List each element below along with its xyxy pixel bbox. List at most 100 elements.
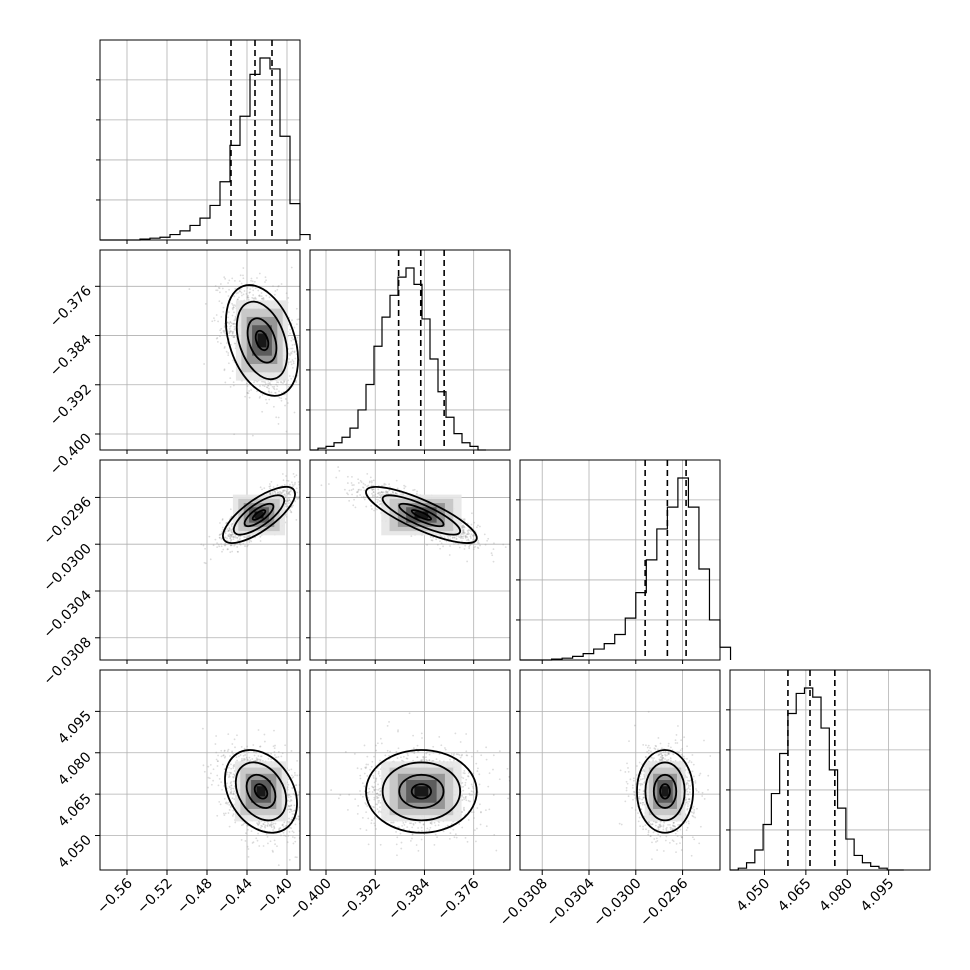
scatter-point [290, 351, 293, 354]
scatter-point [387, 490, 389, 493]
scatter-point [362, 482, 365, 485]
scatter-point [259, 535, 262, 538]
scatter-point [486, 539, 489, 542]
scatter-point [275, 756, 278, 759]
scatter-point [257, 755, 260, 757]
scatter-point [462, 537, 464, 540]
scatter-point [288, 858, 291, 861]
scatter-point [440, 535, 443, 538]
scatter-point [232, 536, 234, 539]
scatter-point [388, 489, 391, 492]
scatter-point [468, 545, 471, 548]
scatter-point [258, 845, 261, 847]
panel-frame [309, 249, 511, 451]
scatter-point [229, 551, 232, 554]
scatter-point [222, 812, 225, 815]
scatter-point [375, 498, 377, 501]
scatter-point [230, 539, 233, 542]
scatter-point [230, 531, 233, 533]
scatter-point [290, 750, 293, 752]
scatter-point [290, 266, 293, 269]
scatter-point [282, 489, 284, 492]
scatter-point [230, 534, 233, 537]
scatter-point [282, 490, 285, 493]
scatter-point [274, 490, 276, 493]
scatter-point [472, 534, 475, 537]
scatter-point [236, 536, 239, 539]
scatter-point [461, 527, 464, 530]
scatter-point [239, 537, 241, 540]
scatter-point [468, 544, 471, 547]
scatter-point [432, 536, 435, 539]
scatter-point [257, 289, 260, 292]
contour-line [243, 502, 275, 528]
scatter-point [277, 423, 280, 425]
scatter-point [233, 738, 236, 741]
scatter-point [319, 359, 321, 361]
scatter-point [240, 288, 242, 290]
scatter-point [258, 294, 260, 297]
scatter-point [226, 342, 228, 344]
scatter-point [301, 375, 303, 377]
scatter-point [244, 840, 247, 842]
scatter-point [378, 491, 380, 494]
scatter-point [335, 476, 338, 479]
scatter-point [253, 280, 256, 283]
scatter-point [230, 781, 233, 783]
scatter-point [263, 740, 266, 743]
scatter-point [269, 492, 272, 495]
scatter-point [352, 504, 355, 507]
scatter-point [232, 780, 235, 783]
scatter-point [228, 825, 231, 828]
scatter-point [384, 483, 387, 486]
scatter-point [236, 536, 238, 539]
scatter-point [280, 397, 283, 400]
scatter-point [293, 351, 296, 354]
scatter-point [474, 545, 477, 548]
scatter-point [266, 386, 269, 389]
scatter-point [216, 336, 219, 339]
scatter-point [228, 526, 231, 529]
scatter-point [266, 402, 268, 405]
scatter-point [291, 483, 294, 486]
scatter-point [217, 320, 219, 323]
scatter-point [229, 535, 232, 538]
scatter-point [246, 824, 249, 827]
scatter-point [209, 558, 212, 561]
scatter-point [224, 812, 227, 815]
scatter-point [290, 352, 293, 355]
panel-frame [519, 459, 721, 661]
scatter-point [214, 285, 217, 287]
scatter-point [294, 823, 297, 826]
scatter-point [224, 755, 227, 758]
scatter-point [245, 832, 247, 835]
scatter-point [242, 293, 245, 296]
scatter-point [262, 298, 265, 301]
scatter-point [435, 538, 438, 541]
scatter-point [272, 387, 275, 390]
scatter-point [236, 550, 239, 553]
scatter-point [346, 492, 348, 495]
scatter-point [293, 350, 296, 353]
scatter-point [227, 311, 230, 313]
scatter-point [243, 535, 245, 538]
scatter-point [279, 493, 282, 495]
scatter-point [232, 773, 235, 776]
scatter-point [229, 782, 232, 785]
density-block [254, 511, 264, 519]
scatter-point [218, 545, 221, 548]
scatter-point [323, 456, 325, 458]
scatter-point [262, 845, 265, 847]
scatter-point [290, 827, 293, 830]
scatter-point [266, 386, 268, 389]
scatter-point [258, 294, 261, 297]
scatter-point [377, 492, 380, 495]
scatter-point [233, 304, 236, 307]
scatter-point [231, 307, 234, 310]
scatter-point [413, 488, 416, 491]
scatter-point [228, 766, 230, 769]
scatter-point [357, 490, 359, 493]
scatter-point [379, 502, 382, 505]
scatter-point [458, 535, 460, 538]
scatter-point [288, 375, 291, 377]
